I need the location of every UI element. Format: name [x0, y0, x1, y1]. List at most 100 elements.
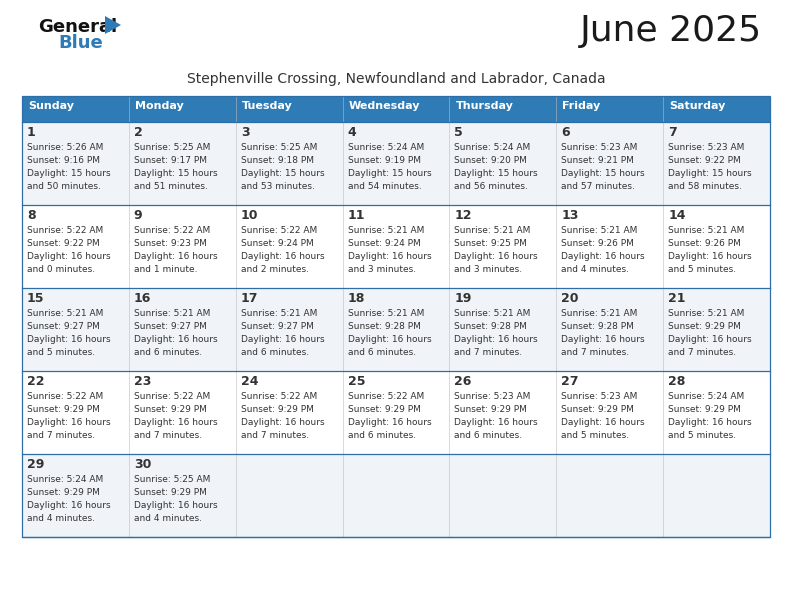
Text: Sunset: 9:29 PM: Sunset: 9:29 PM [562, 405, 634, 414]
Text: 25: 25 [348, 375, 365, 388]
Text: Daylight: 16 hours: Daylight: 16 hours [27, 335, 111, 344]
Text: Thursday: Thursday [455, 101, 513, 111]
Text: Sunset: 9:29 PM: Sunset: 9:29 PM [27, 405, 100, 414]
Text: Sunset: 9:19 PM: Sunset: 9:19 PM [348, 156, 421, 165]
Text: Sunrise: 5:24 AM: Sunrise: 5:24 AM [455, 143, 531, 152]
Text: Daylight: 15 hours: Daylight: 15 hours [348, 169, 431, 178]
Bar [22, 371, 770, 454]
Text: Sunset: 9:18 PM: Sunset: 9:18 PM [241, 156, 314, 165]
Text: Sunset: 9:27 PM: Sunset: 9:27 PM [134, 322, 207, 331]
Text: Sunset: 9:26 PM: Sunset: 9:26 PM [668, 239, 741, 248]
Text: 23: 23 [134, 375, 151, 388]
Text: Sunrise: 5:23 AM: Sunrise: 5:23 AM [668, 143, 744, 152]
Text: and 50 minutes.: and 50 minutes. [27, 182, 101, 191]
Text: Sunset: 9:28 PM: Sunset: 9:28 PM [455, 322, 527, 331]
Text: Sunset: 9:26 PM: Sunset: 9:26 PM [562, 239, 634, 248]
Text: 22: 22 [27, 375, 44, 388]
Text: 3: 3 [241, 126, 249, 139]
Text: and 58 minutes.: and 58 minutes. [668, 182, 742, 191]
Bar [663, 96, 770, 122]
Text: and 6 minutes.: and 6 minutes. [348, 431, 416, 440]
Text: Sunset: 9:29 PM: Sunset: 9:29 PM [134, 405, 207, 414]
Text: Daylight: 16 hours: Daylight: 16 hours [27, 418, 111, 427]
Text: 15: 15 [27, 292, 44, 305]
Text: Sunset: 9:29 PM: Sunset: 9:29 PM [668, 405, 741, 414]
Text: and 6 minutes.: and 6 minutes. [134, 348, 202, 357]
Text: Sunrise: 5:21 AM: Sunrise: 5:21 AM [348, 309, 424, 318]
Text: Sunset: 9:22 PM: Sunset: 9:22 PM [27, 239, 100, 248]
Text: Daylight: 16 hours: Daylight: 16 hours [348, 335, 431, 344]
Text: Sunrise: 5:22 AM: Sunrise: 5:22 AM [241, 226, 317, 235]
Text: and 7 minutes.: and 7 minutes. [455, 348, 523, 357]
Text: and 4 minutes.: and 4 minutes. [134, 514, 202, 523]
Bar [343, 96, 449, 122]
Text: 12: 12 [455, 209, 472, 222]
Text: 26: 26 [455, 375, 472, 388]
Text: 17: 17 [241, 292, 258, 305]
Text: Sunrise: 5:21 AM: Sunrise: 5:21 AM [455, 309, 531, 318]
Text: and 51 minutes.: and 51 minutes. [134, 182, 208, 191]
Text: Saturday: Saturday [669, 101, 725, 111]
Text: 13: 13 [562, 209, 579, 222]
Text: 9: 9 [134, 209, 143, 222]
Text: Daylight: 16 hours: Daylight: 16 hours [562, 252, 645, 261]
Text: and 6 minutes.: and 6 minutes. [241, 348, 309, 357]
Text: and 2 minutes.: and 2 minutes. [241, 265, 309, 274]
Text: Sunset: 9:20 PM: Sunset: 9:20 PM [455, 156, 527, 165]
Text: Daylight: 16 hours: Daylight: 16 hours [27, 501, 111, 510]
Bar [22, 96, 129, 122]
Text: Sunrise: 5:23 AM: Sunrise: 5:23 AM [455, 392, 531, 401]
Text: 4: 4 [348, 126, 356, 139]
Text: Blue: Blue [58, 34, 103, 52]
Text: Sunrise: 5:24 AM: Sunrise: 5:24 AM [27, 475, 103, 484]
Text: and 7 minutes.: and 7 minutes. [562, 348, 630, 357]
Text: Sunset: 9:29 PM: Sunset: 9:29 PM [134, 488, 207, 497]
Text: Monday: Monday [135, 101, 184, 111]
Text: Daylight: 15 hours: Daylight: 15 hours [27, 169, 111, 178]
Text: Sunset: 9:25 PM: Sunset: 9:25 PM [455, 239, 527, 248]
Text: Sunrise: 5:22 AM: Sunrise: 5:22 AM [241, 392, 317, 401]
Text: 24: 24 [241, 375, 258, 388]
Text: Sunset: 9:21 PM: Sunset: 9:21 PM [562, 156, 634, 165]
Text: Sunrise: 5:21 AM: Sunrise: 5:21 AM [241, 309, 317, 318]
Text: General: General [38, 18, 117, 36]
Text: Sunset: 9:29 PM: Sunset: 9:29 PM [348, 405, 421, 414]
Text: Daylight: 16 hours: Daylight: 16 hours [134, 252, 218, 261]
Text: 14: 14 [668, 209, 686, 222]
Text: Sunrise: 5:21 AM: Sunrise: 5:21 AM [562, 309, 638, 318]
Text: Daylight: 16 hours: Daylight: 16 hours [27, 252, 111, 261]
Text: Sunset: 9:29 PM: Sunset: 9:29 PM [27, 488, 100, 497]
Bar [22, 288, 770, 371]
Text: Stephenville Crossing, Newfoundland and Labrador, Canada: Stephenville Crossing, Newfoundland and … [187, 72, 605, 86]
Text: Daylight: 16 hours: Daylight: 16 hours [455, 418, 538, 427]
Text: Sunset: 9:24 PM: Sunset: 9:24 PM [241, 239, 314, 248]
Bar [556, 96, 663, 122]
Text: and 7 minutes.: and 7 minutes. [241, 431, 309, 440]
Text: Sunrise: 5:24 AM: Sunrise: 5:24 AM [348, 143, 424, 152]
Text: Daylight: 16 hours: Daylight: 16 hours [668, 418, 752, 427]
Text: Daylight: 16 hours: Daylight: 16 hours [668, 252, 752, 261]
Text: 7: 7 [668, 126, 677, 139]
Text: 28: 28 [668, 375, 686, 388]
Text: Daylight: 16 hours: Daylight: 16 hours [562, 335, 645, 344]
Text: Sunrise: 5:25 AM: Sunrise: 5:25 AM [134, 143, 210, 152]
Text: Daylight: 16 hours: Daylight: 16 hours [455, 335, 538, 344]
Text: Sunrise: 5:21 AM: Sunrise: 5:21 AM [348, 226, 424, 235]
Text: Sunrise: 5:21 AM: Sunrise: 5:21 AM [668, 309, 744, 318]
Text: Sunset: 9:28 PM: Sunset: 9:28 PM [562, 322, 634, 331]
Text: Sunrise: 5:23 AM: Sunrise: 5:23 AM [562, 392, 638, 401]
Text: Daylight: 15 hours: Daylight: 15 hours [668, 169, 752, 178]
Text: Sunrise: 5:24 AM: Sunrise: 5:24 AM [668, 392, 744, 401]
Bar [449, 96, 556, 122]
Text: and 57 minutes.: and 57 minutes. [562, 182, 635, 191]
Text: Sunrise: 5:23 AM: Sunrise: 5:23 AM [562, 143, 638, 152]
Text: Sunrise: 5:21 AM: Sunrise: 5:21 AM [134, 309, 210, 318]
Text: and 7 minutes.: and 7 minutes. [27, 431, 95, 440]
Text: and 5 minutes.: and 5 minutes. [668, 431, 737, 440]
Text: Sunrise: 5:25 AM: Sunrise: 5:25 AM [134, 475, 210, 484]
Text: Tuesday: Tuesday [242, 101, 292, 111]
Text: Sunrise: 5:22 AM: Sunrise: 5:22 AM [134, 226, 210, 235]
Text: 19: 19 [455, 292, 472, 305]
Text: and 5 minutes.: and 5 minutes. [562, 431, 630, 440]
Text: 8: 8 [27, 209, 36, 222]
